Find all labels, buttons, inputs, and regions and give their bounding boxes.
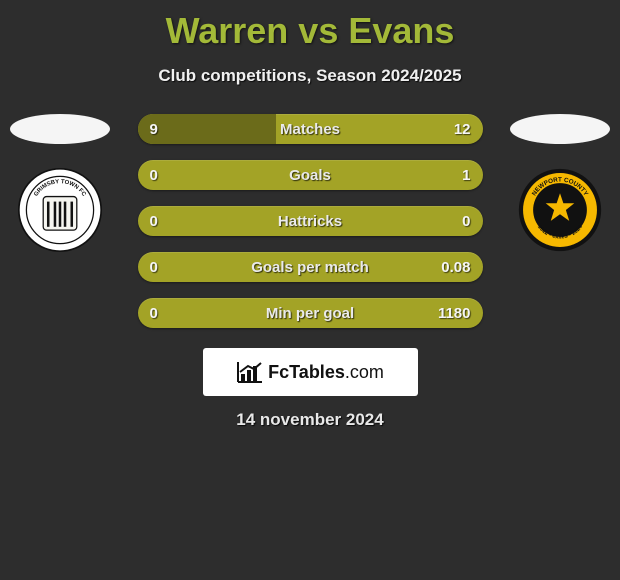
logo-text-light: .com: [345, 362, 384, 382]
subtitle: Club competitions, Season 2024/2025: [0, 66, 620, 86]
player-left: GRIMSBY TOWN FC: [4, 114, 116, 252]
stat-value-right: 1: [462, 167, 470, 184]
stat-value-left: 0: [150, 167, 158, 184]
stat-fill-left: [138, 114, 276, 144]
newport-county-badge: NEWPORT COUNTY 1912 • exiles • 2024: [510, 168, 610, 252]
stat-value-left: 0: [150, 259, 158, 276]
stat-value-right: 12: [454, 121, 471, 138]
stat-row: 0 Min per goal 1180: [138, 298, 483, 328]
stat-row: 0 Goals per match 0.08: [138, 252, 483, 282]
stat-label: Hattricks: [278, 213, 342, 230]
stat-value-right: 1180: [438, 305, 471, 322]
stat-label: Min per goal: [266, 305, 354, 322]
stat-label: Matches: [280, 121, 340, 138]
stat-value-left: 9: [150, 121, 158, 138]
player-right: NEWPORT COUNTY 1912 • exiles • 2024: [504, 114, 616, 252]
fctables-logo: FcTables.com: [203, 348, 418, 396]
stat-label: Goals per match: [251, 259, 369, 276]
page-title: Warren vs Evans: [0, 0, 620, 52]
stat-value-left: 0: [150, 305, 158, 322]
logo-text: FcTables.com: [268, 362, 384, 383]
stat-value-left: 0: [150, 213, 158, 230]
stat-value-right: 0: [462, 213, 470, 230]
stat-label: Goals: [289, 167, 331, 184]
stat-row: 0 Goals 1: [138, 160, 483, 190]
avatar-placeholder-right: [510, 114, 610, 144]
stat-row: 9 Matches 12: [138, 114, 483, 144]
stat-row: 0 Hattricks 0: [138, 206, 483, 236]
stat-bars: 9 Matches 12 0 Goals 1 0 Hattricks 0 0 Goals per m…: [138, 114, 483, 328]
stat-value-right: 0.08: [441, 259, 470, 276]
avatar-placeholder-left: [10, 114, 110, 144]
comparison-panel: GRIMSBY TOWN FC NEWPORT COUNTY 1912 • ex…: [0, 114, 620, 430]
chart-icon: [236, 360, 264, 384]
logo-text-bold: FcTables: [268, 362, 345, 382]
date-label: 14 november 2024: [0, 410, 620, 430]
grimsby-town-badge: GRIMSBY TOWN FC: [10, 168, 110, 252]
